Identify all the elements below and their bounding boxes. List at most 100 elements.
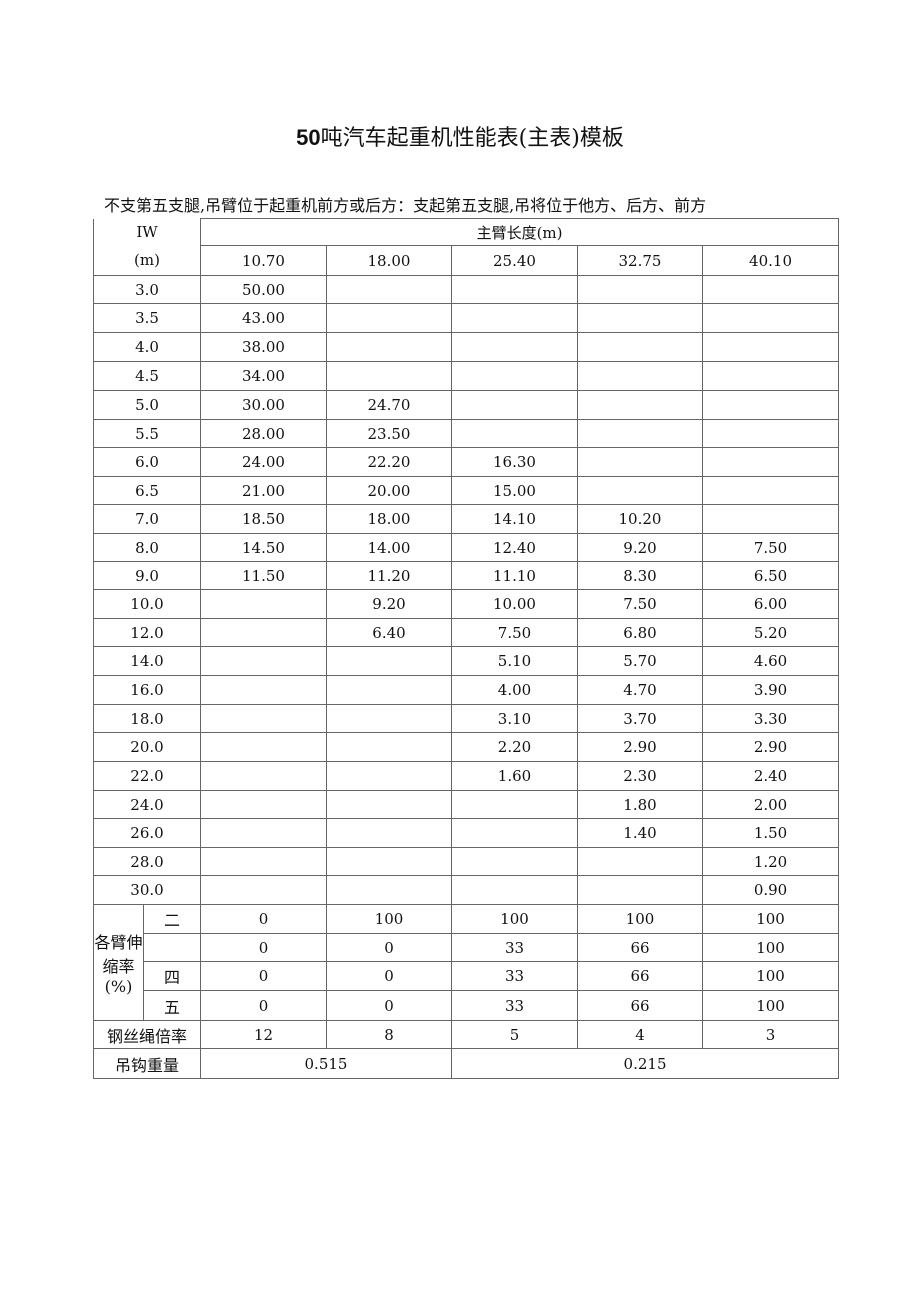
rope-cell: 3: [701, 1020, 840, 1049]
capacity-cell: 18.50: [200, 504, 327, 534]
capacity-cell: 0.90: [701, 875, 840, 905]
capacity-cell: 2.40: [701, 761, 840, 791]
table-row: 20.0 2.20 2.90 2.90: [93, 732, 840, 762]
capacity-cell: [577, 361, 703, 391]
table-row: 7.0 18.50 18.00 14.10 10.20: [93, 504, 840, 534]
table-row: 4.5 34.00: [93, 361, 840, 391]
capacity-cell: 6.50: [701, 561, 840, 590]
section-cell: 五: [143, 990, 201, 1021]
radius-cell: 26.0: [93, 818, 201, 848]
extension-cell: 0: [326, 990, 452, 1021]
capacity-cell: [326, 704, 452, 733]
boom-length-cell: 32.75: [577, 245, 703, 276]
capacity-cell: [326, 675, 452, 705]
rope-label: 钢丝绳倍率: [93, 1020, 201, 1049]
capacity-cell: 2.00: [701, 790, 840, 819]
radius-cell: 18.0: [93, 704, 201, 733]
capacity-cell: 21.00: [200, 476, 327, 505]
rope-cell: 5: [451, 1020, 578, 1049]
extension-cell: 0: [326, 961, 452, 991]
capacity-cell: 4.70: [577, 675, 703, 705]
hook-cell: 0.215: [450, 1048, 840, 1079]
radius-cell: 7.0: [93, 504, 201, 534]
capacity-cell: [577, 847, 703, 876]
extension-row: 各臂伸缩率(%) 二 0 100 100 100 100: [93, 904, 840, 1021]
capacity-cell: 50.00: [200, 275, 327, 304]
capacity-cell: 11.10: [451, 561, 578, 590]
capacity-cell: [326, 761, 452, 791]
capacity-cell: 28.00: [200, 419, 327, 448]
radius-cell: 28.0: [93, 847, 201, 876]
capacity-cell: [451, 390, 578, 420]
capacity-cell: 1.40: [577, 818, 703, 848]
capacity-cell: 24.00: [200, 447, 327, 477]
extension-row: 0 0 33 66 100: [94, 933, 840, 962]
capacity-cell: [451, 361, 578, 391]
capacity-cell: [200, 818, 327, 848]
page-title: 50吨汽车起重机性能表(主表)模板: [296, 125, 624, 151]
rope-cell: 8: [326, 1020, 452, 1049]
boom-length-cell: 40.10: [701, 245, 840, 276]
table-row: 3.0 50.00: [93, 275, 840, 304]
capacity-cell: [200, 761, 327, 791]
table-row: 24.0 1.80 2.00: [93, 790, 840, 819]
capacity-cell: 14.10: [451, 504, 578, 534]
boom-length-cell: 10.70: [200, 245, 327, 276]
capacity-cell: [577, 476, 703, 505]
capacity-cell: 24.70: [326, 390, 452, 420]
capacity-cell: 3.30: [701, 704, 840, 733]
extension-cell: 66: [577, 933, 703, 962]
radius-cell: 6.5: [93, 476, 201, 505]
table-row: 22.0 1.60 2.30 2.40: [93, 761, 840, 791]
boom-length-header: 主臂长度(m): [199, 218, 840, 246]
extension-cell: 0: [326, 933, 452, 962]
table-row: 6.5 21.00 20.00 15.00: [93, 476, 840, 505]
table-row: 8.0 14.50 14.00 12.40 9.20 7.50: [93, 533, 840, 562]
capacity-cell: 1.50: [701, 818, 840, 848]
capacity-cell: [701, 332, 840, 362]
boom-length-cell: 25.40: [451, 245, 578, 276]
rope-cell: 12: [200, 1020, 327, 1049]
capacity-cell: 34.00: [200, 361, 327, 391]
capacity-cell: [577, 875, 703, 905]
radius-cell: 5.5: [93, 419, 201, 448]
radius-header: IW: [93, 218, 201, 246]
table-row: 14.0 5.10 5.70 4.60: [93, 646, 840, 676]
radius-cell: 6.0: [93, 447, 201, 477]
radius-cell: 10.0: [93, 589, 201, 619]
radius-cell: 12.0: [93, 618, 201, 647]
capacity-cell: 2.30: [577, 761, 703, 791]
table-row: 16.0 4.00 4.70 3.90: [93, 675, 840, 705]
capacity-cell: [701, 504, 840, 534]
capacity-cell: [701, 275, 840, 304]
extension-cell: 100: [577, 904, 703, 934]
capacity-cell: [326, 275, 452, 304]
table-row: 4.0 38.00: [93, 332, 840, 362]
capacity-cell: 2.90: [701, 732, 840, 762]
capacity-cell: 12.40: [451, 533, 578, 562]
capacity-cell: [326, 646, 452, 676]
table-row: 18.0 3.10 3.70 3.30: [93, 704, 840, 733]
extension-cell: 66: [577, 990, 703, 1021]
capacity-cell: [451, 275, 578, 304]
capacity-cell: [451, 875, 578, 905]
radius-cell: 5.0: [93, 390, 201, 420]
capacity-cell: 6.40: [326, 618, 452, 647]
capacity-cell: 14.50: [200, 533, 327, 562]
capacity-cell: 7.50: [701, 533, 840, 562]
capacity-cell: [326, 790, 452, 819]
section-cell: 二: [143, 904, 201, 934]
radius-cell: 30.0: [93, 875, 201, 905]
capacity-cell: [451, 790, 578, 819]
capacity-cell: [577, 447, 703, 477]
performance-table: IW 主臂长度(m) (m) 10.70 18.00 25.40 32.75 40.10…: [93, 218, 840, 1079]
capacity-cell: [326, 361, 452, 391]
capacity-cell: 11.20: [326, 561, 452, 590]
table-row: 10.0 9.20 10.00 7.50 6.00: [93, 589, 840, 619]
table-row: 28.0 1.20: [93, 847, 840, 876]
capacity-cell: [451, 303, 578, 333]
capacity-cell: [577, 332, 703, 362]
capacity-cell: 11.50: [200, 561, 327, 590]
capacity-cell: [326, 847, 452, 876]
capacity-cell: [326, 875, 452, 905]
